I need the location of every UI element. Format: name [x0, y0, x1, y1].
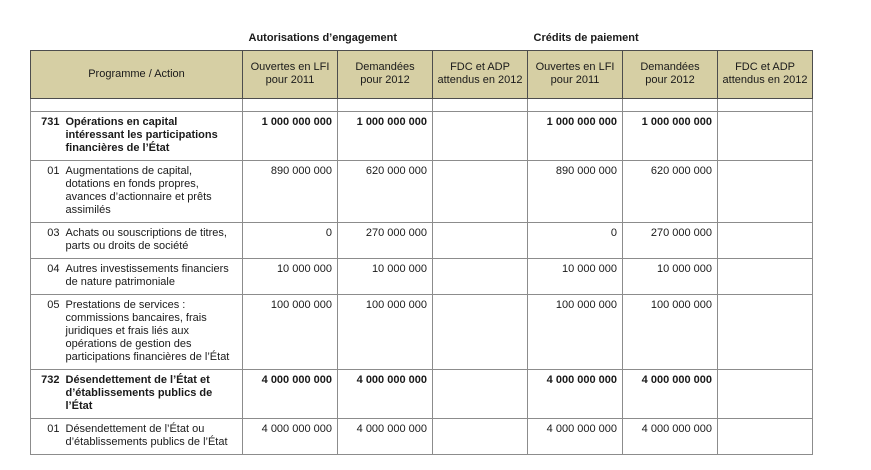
table-row-action-04: 04 Autres investissements financiers de … [30, 257, 814, 295]
cell-cp-lfi: 10 000 000 [527, 257, 624, 295]
cell-cp-fdc [717, 159, 814, 223]
cell-ae-fdc [431, 368, 529, 419]
cell-ae-demandees: 4 000 000 000 [337, 417, 433, 455]
col-header-cp-demandees-2012: Demandées pour 2012 [622, 49, 719, 99]
row-number: 01 [30, 417, 63, 455]
cell-ae-fdc [431, 257, 529, 295]
col-header-ae-lfi-2011: Ouvertes en LFI pour 2011 [242, 49, 338, 99]
cell-ae-fdc [431, 159, 529, 223]
cell-cp-fdc [717, 221, 814, 259]
column-header-row: Programme / Action Ouvertes en LFI pour … [30, 49, 814, 99]
cell-ae-lfi: 0 [242, 221, 338, 259]
table-row-action-01: 01 Augmentations de capital, dotations e… [30, 159, 814, 223]
spacer-cell [717, 98, 814, 111]
cell-cp-fdc [717, 368, 814, 419]
cell-cp-fdc [717, 110, 814, 161]
cell-cp-demandees: 270 000 000 [622, 221, 719, 259]
budget-credits-table: Autorisations d’engagement Crédits de pa… [30, 26, 814, 455]
row-number: 01 [30, 159, 63, 223]
cell-ae-demandees: 100 000 000 [337, 293, 433, 370]
cell-ae-lfi: 4 000 000 000 [242, 368, 338, 419]
cell-ae-lfi: 100 000 000 [242, 293, 338, 370]
row-label: Désendettement de l’État et d’établissem… [62, 368, 243, 419]
cell-cp-lfi: 0 [527, 221, 624, 259]
spacer-cell [242, 98, 338, 111]
corner-spacer [30, 26, 243, 50]
col-header-cp-fdc-adp-2012: FDC et ADP attendus en 2012 [717, 49, 814, 99]
row-number: 03 [30, 221, 63, 259]
group-header-row: Autorisations d’engagement Crédits de pa… [30, 26, 813, 50]
table-row-action-03: 03 Achats ou souscriptions de titres, pa… [30, 221, 814, 259]
row-number: 05 [30, 293, 63, 370]
cell-cp-lfi: 100 000 000 [527, 293, 624, 370]
cell-cp-demandees: 100 000 000 [622, 293, 719, 370]
row-label: Augmentations de capital, dotations en f… [62, 159, 243, 223]
table-row-program-732: 732 Désendettement de l’État et d’établi… [30, 368, 814, 419]
cell-ae-fdc [431, 110, 529, 161]
table-row-program-731: 731 Opérations en capital intéressant le… [30, 110, 814, 161]
table-row-action-01-732: 01 Désendettement de l’État ou d’établis… [30, 417, 814, 455]
cell-cp-lfi: 4 000 000 000 [527, 417, 624, 455]
cell-ae-lfi: 890 000 000 [242, 159, 338, 223]
spacer-cell [337, 98, 433, 111]
row-label: Prestations de services : commissions ba… [62, 293, 243, 370]
cell-ae-demandees: 10 000 000 [337, 257, 433, 295]
spacer-cell [62, 98, 243, 111]
row-label: Achats ou souscriptions de titres, parts… [62, 221, 243, 259]
spacer-cell [431, 98, 529, 111]
cell-cp-fdc [717, 293, 814, 370]
col-header-ae-demandees-2012: Demandées pour 2012 [337, 49, 433, 99]
cell-cp-demandees: 4 000 000 000 [622, 417, 719, 455]
cell-cp-demandees: 4 000 000 000 [622, 368, 719, 419]
row-number: 04 [30, 257, 63, 295]
group-header-credits-paiement: Crédits de paiement [527, 26, 813, 50]
col-header-programme-action: Programme / Action [30, 49, 243, 99]
cell-cp-demandees: 1 000 000 000 [622, 110, 719, 161]
group-header-autorisations-engagement: Autorisations d’engagement [242, 26, 528, 50]
cell-ae-demandees: 1 000 000 000 [337, 110, 433, 161]
cell-cp-fdc [717, 417, 814, 455]
spacer-row [30, 98, 814, 111]
cell-ae-demandees: 620 000 000 [337, 159, 433, 223]
cell-ae-demandees: 4 000 000 000 [337, 368, 433, 419]
spacer-cell [622, 98, 719, 111]
row-label: Autres investissements financiers de nat… [62, 257, 243, 295]
cell-ae-demandees: 270 000 000 [337, 221, 433, 259]
spacer-cell [30, 98, 63, 111]
cell-cp-lfi: 4 000 000 000 [527, 368, 624, 419]
cell-cp-lfi: 890 000 000 [527, 159, 624, 223]
cell-ae-lfi: 10 000 000 [242, 257, 338, 295]
cell-cp-demandees: 10 000 000 [622, 257, 719, 295]
row-number: 732 [30, 368, 63, 419]
row-number: 731 [30, 110, 63, 161]
cell-ae-fdc [431, 293, 529, 370]
cell-ae-fdc [431, 221, 529, 259]
cell-ae-lfi: 1 000 000 000 [242, 110, 338, 161]
table-row-action-05: 05 Prestations de services : commissions… [30, 293, 814, 370]
row-label: Désendettement de l’État ou d’établissem… [62, 417, 243, 455]
cell-cp-fdc [717, 257, 814, 295]
cell-cp-demandees: 620 000 000 [622, 159, 719, 223]
col-header-ae-fdc-adp-2012: FDC et ADP attendus en 2012 [431, 49, 529, 99]
row-label: Opérations en capital intéressant les pa… [62, 110, 243, 161]
cell-cp-lfi: 1 000 000 000 [527, 110, 624, 161]
spacer-cell [527, 98, 624, 111]
cell-ae-lfi: 4 000 000 000 [242, 417, 338, 455]
cell-ae-fdc [431, 417, 529, 455]
col-header-cp-lfi-2011: Ouvertes en LFI pour 2011 [527, 49, 624, 99]
